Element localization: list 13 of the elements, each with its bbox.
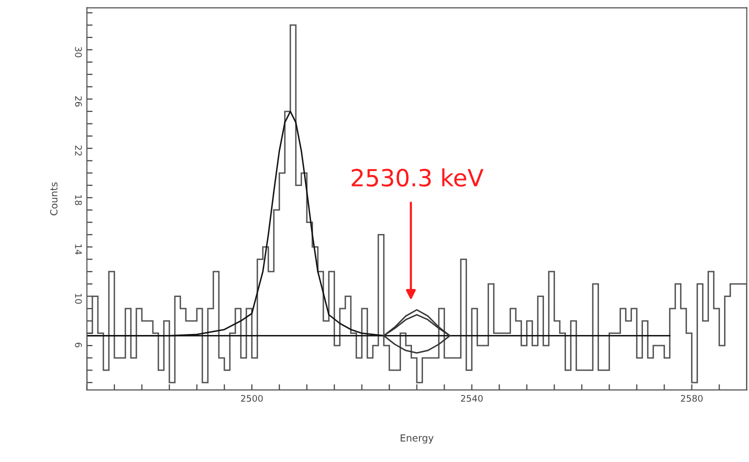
y-tick-label: 26 xyxy=(75,96,82,107)
y-tick-label: 6 xyxy=(75,342,82,348)
x-axis-title: Energy xyxy=(400,434,434,444)
y-tick-label: 22 xyxy=(75,146,82,156)
y-tick-label: 18 xyxy=(75,195,82,206)
y-tick-label: 14 xyxy=(75,244,82,255)
annotation: 2530.3 keV xyxy=(352,168,484,187)
y-tick-label: 10 xyxy=(75,294,82,304)
x-tick-label: 2540 xyxy=(460,394,483,402)
x-tick-label: 2500 xyxy=(241,394,263,402)
x-tick-label: 2580 xyxy=(680,394,703,402)
y-axis-title: Counts xyxy=(50,182,58,216)
y-tick-label: 30 xyxy=(75,47,82,58)
